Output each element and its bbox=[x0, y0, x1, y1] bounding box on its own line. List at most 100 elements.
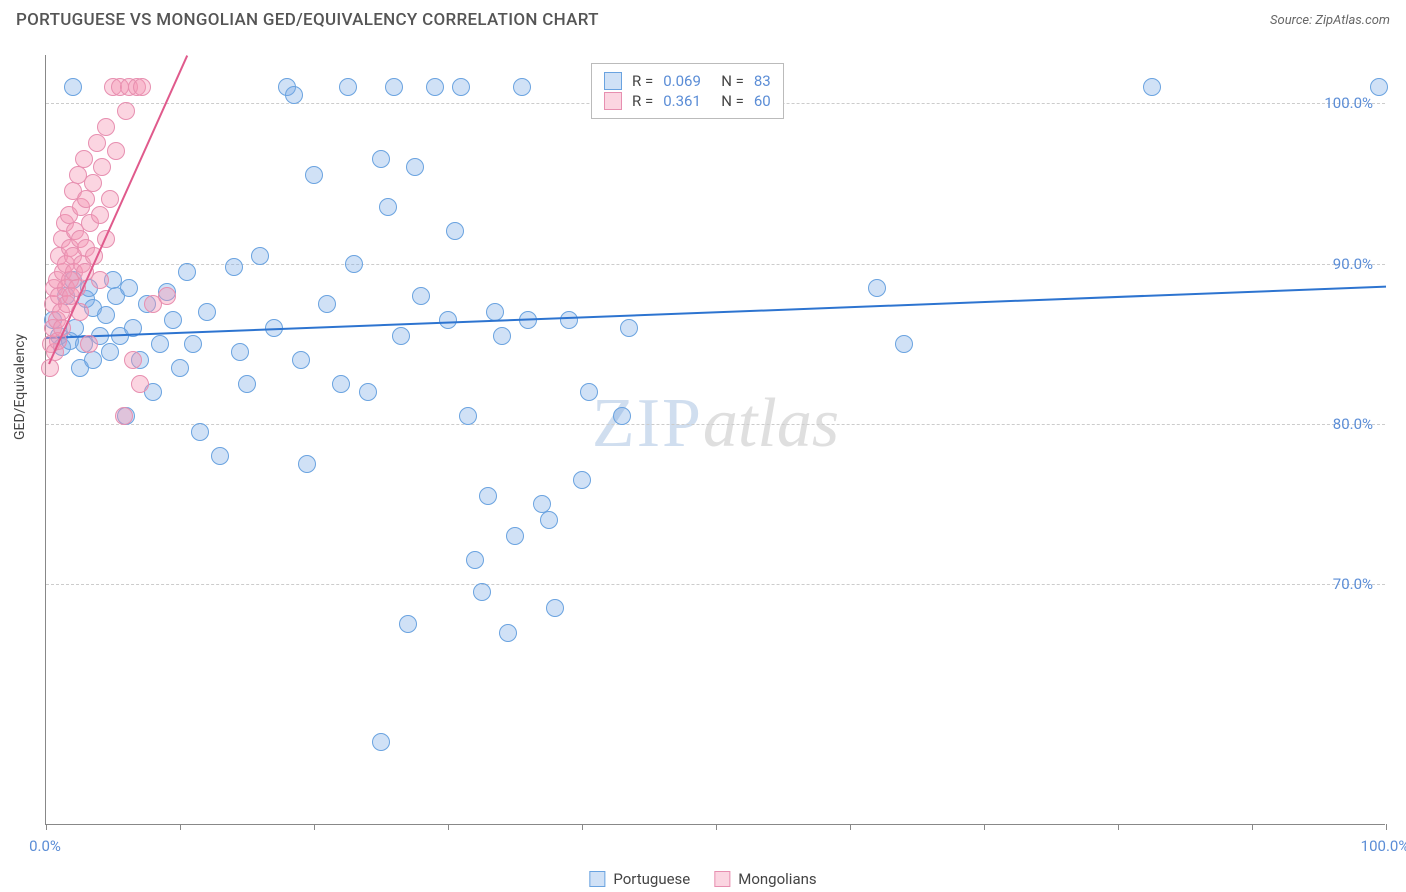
y-tick-label: 70.0% bbox=[1333, 575, 1373, 593]
scatter-point bbox=[540, 511, 558, 529]
scatter-point bbox=[191, 423, 209, 441]
x-tick bbox=[46, 824, 47, 830]
scatter-point bbox=[131, 375, 149, 393]
scatter-point bbox=[372, 733, 390, 751]
x-tick bbox=[582, 824, 583, 830]
x-tick bbox=[716, 824, 717, 830]
scatter-point bbox=[399, 615, 417, 633]
scatter-point bbox=[1143, 78, 1161, 96]
y-tick-label: 90.0% bbox=[1333, 255, 1373, 273]
y-tick-label: 80.0% bbox=[1333, 415, 1373, 433]
x-tick bbox=[1386, 824, 1387, 830]
x-tick bbox=[314, 824, 315, 830]
x-tick bbox=[1118, 824, 1119, 830]
scatter-point bbox=[117, 102, 135, 120]
scatter-point bbox=[412, 287, 430, 305]
scatter-point bbox=[298, 455, 316, 473]
scatter-point bbox=[184, 335, 202, 353]
n-value: 60 bbox=[754, 92, 771, 110]
scatter-point bbox=[439, 311, 457, 329]
legend-swatch bbox=[589, 871, 605, 887]
scatter-point bbox=[546, 599, 564, 617]
gridline bbox=[46, 584, 1385, 585]
source-attribution: Source: ZipAtlas.com bbox=[1270, 13, 1390, 28]
scatter-point bbox=[385, 78, 403, 96]
scatter-point bbox=[80, 335, 98, 353]
scatter-point bbox=[88, 134, 106, 152]
scatter-point bbox=[506, 527, 524, 545]
scatter-point bbox=[339, 78, 357, 96]
scatter-point bbox=[292, 351, 310, 369]
scatter-point bbox=[91, 271, 109, 289]
legend-swatch bbox=[604, 72, 622, 90]
scatter-point bbox=[560, 311, 578, 329]
x-tick bbox=[850, 824, 851, 830]
scatter-point bbox=[513, 78, 531, 96]
x-tick-label: 100.0% bbox=[1361, 837, 1406, 855]
scatter-point bbox=[466, 551, 484, 569]
scatter-chart: ZIPatlas 70.0%80.0%90.0%100.0%R =0.069N … bbox=[45, 55, 1385, 825]
scatter-point bbox=[75, 150, 93, 168]
scatter-point bbox=[379, 198, 397, 216]
scatter-point bbox=[452, 78, 470, 96]
scatter-point bbox=[613, 407, 631, 425]
scatter-point bbox=[479, 487, 497, 505]
scatter-point bbox=[868, 279, 886, 297]
scatter-point bbox=[345, 255, 363, 273]
scatter-point bbox=[580, 383, 598, 401]
scatter-point bbox=[305, 166, 323, 184]
x-tick bbox=[180, 824, 181, 830]
scatter-point bbox=[77, 190, 95, 208]
y-tick-label: 100.0% bbox=[1324, 94, 1373, 112]
legend-item: Portuguese bbox=[589, 870, 690, 888]
scatter-point bbox=[359, 383, 377, 401]
n-value: 83 bbox=[754, 72, 771, 90]
scatter-point bbox=[225, 258, 243, 276]
chart-title: PORTUGUESE VS MONGOLIAN GED/EQUIVALENCY … bbox=[16, 10, 599, 30]
scatter-point bbox=[198, 303, 216, 321]
scatter-point bbox=[93, 158, 111, 176]
legend-label: Portuguese bbox=[613, 870, 690, 888]
bottom-legend: PortugueseMongolians bbox=[589, 870, 816, 888]
scatter-point bbox=[372, 150, 390, 168]
x-tick bbox=[1252, 824, 1253, 830]
scatter-point bbox=[64, 78, 82, 96]
scatter-point bbox=[238, 375, 256, 393]
n-label: N = bbox=[721, 72, 744, 90]
scatter-point bbox=[115, 407, 133, 425]
scatter-point bbox=[97, 118, 115, 136]
scatter-point bbox=[251, 247, 269, 265]
scatter-point bbox=[486, 303, 504, 321]
scatter-point bbox=[97, 306, 115, 324]
r-label: R = bbox=[632, 72, 653, 90]
scatter-point bbox=[211, 447, 229, 465]
stats-row: R =0.361N =60 bbox=[604, 92, 771, 110]
scatter-point bbox=[332, 375, 350, 393]
scatter-point bbox=[164, 311, 182, 329]
scatter-point bbox=[1370, 78, 1388, 96]
stats-box: R =0.069N =83R =0.361N =60 bbox=[591, 63, 784, 119]
scatter-point bbox=[446, 222, 464, 240]
scatter-point bbox=[392, 327, 410, 345]
scatter-point bbox=[84, 351, 102, 369]
x-tick bbox=[984, 824, 985, 830]
legend-swatch bbox=[604, 92, 622, 110]
scatter-point bbox=[133, 78, 151, 96]
trend-line bbox=[46, 286, 1386, 339]
r-value: 0.069 bbox=[663, 72, 711, 90]
scatter-point bbox=[231, 343, 249, 361]
stats-row: R = 0.069 N = 83 bbox=[604, 72, 771, 90]
scatter-point bbox=[91, 206, 109, 224]
r-label: R = bbox=[632, 92, 653, 110]
chart-header: PORTUGUESE VS MONGOLIAN GED/EQUIVALENCY … bbox=[0, 0, 1406, 36]
scatter-point bbox=[124, 351, 142, 369]
y-axis-label: GED/Equivalency bbox=[12, 334, 28, 440]
r-value: 0.361 bbox=[663, 92, 711, 110]
scatter-point bbox=[406, 158, 424, 176]
scatter-point bbox=[158, 287, 176, 305]
scatter-point bbox=[895, 335, 913, 353]
gridline bbox=[46, 264, 1385, 265]
scatter-point bbox=[318, 295, 336, 313]
scatter-point bbox=[101, 190, 119, 208]
scatter-point bbox=[107, 142, 125, 160]
